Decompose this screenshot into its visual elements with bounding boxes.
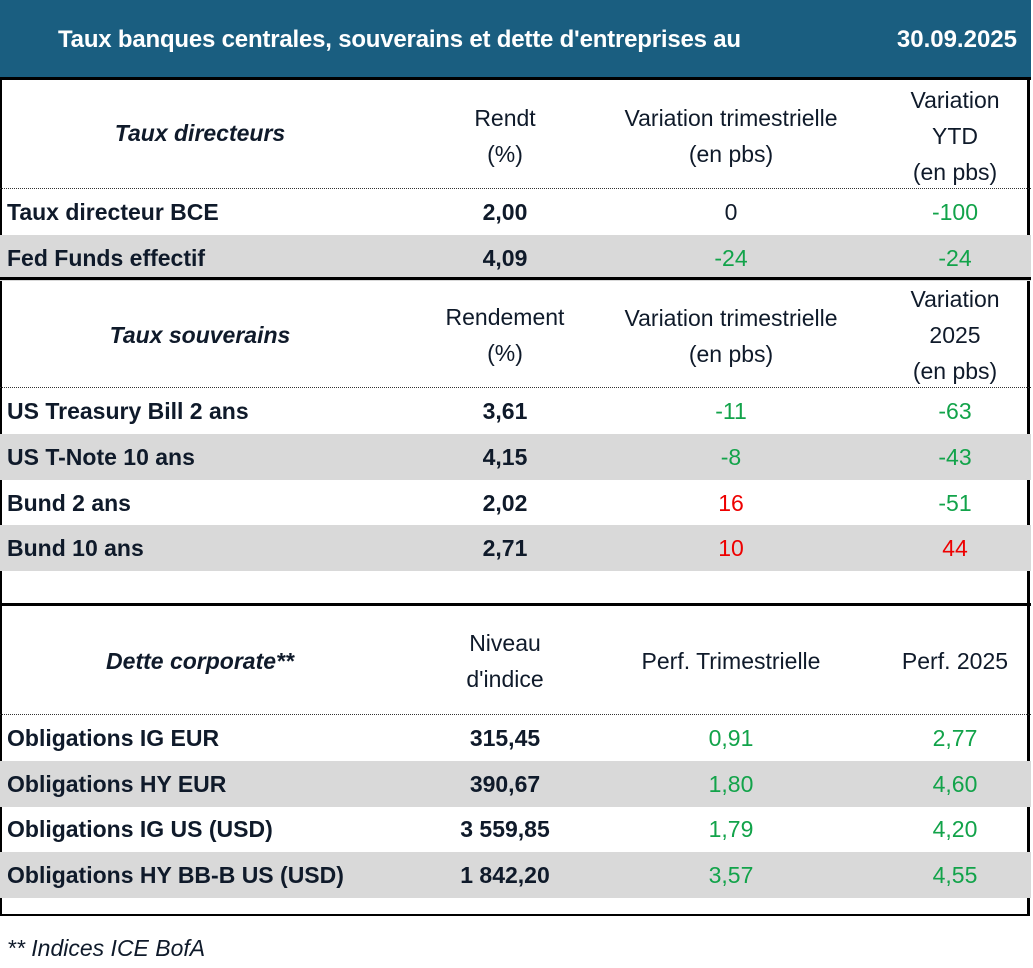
col-yield-header: Rendt (%) bbox=[405, 100, 605, 172]
col-quarterly-header: Variation trimestrielle (en pbs) bbox=[606, 100, 856, 172]
col-header-line: (en pbs) bbox=[912, 159, 998, 185]
row-name: Bund 10 ans bbox=[7, 535, 144, 561]
row-quarterly-change: -11 bbox=[715, 398, 747, 424]
footnote: ** Indices ICE BofA bbox=[7, 935, 206, 961]
col-header-line: Rendt bbox=[474, 105, 536, 131]
section-divider bbox=[0, 603, 1031, 606]
col-header-line: 2025 bbox=[929, 322, 981, 348]
col-header-line: Variation trimestrielle bbox=[624, 105, 838, 131]
row-quarterly-change: 10 bbox=[718, 535, 744, 561]
section-label: Taux souverains bbox=[109, 322, 291, 348]
col-header-line: (en pbs) bbox=[688, 141, 774, 167]
col-header-line: Perf. Trimestrielle bbox=[641, 648, 821, 674]
col-2025-header: Variation 2025 (en pbs) bbox=[880, 281, 1030, 389]
row-name: Taux directeur BCE bbox=[7, 199, 219, 225]
row-value: 390,67 bbox=[469, 771, 541, 797]
table-row: Taux directeur BCE 2,00 0 -100 bbox=[0, 189, 1031, 235]
col-2025-perf-header: Perf. 2025 bbox=[880, 643, 1030, 679]
row-name: Obligations IG US (USD) bbox=[7, 816, 273, 842]
row-quarterly-perf: 0,91 bbox=[708, 725, 754, 751]
row-quarterly-change: -24 bbox=[714, 245, 748, 271]
section-dette-corporate: Dette corporate** Niveau d'indice Perf. … bbox=[0, 606, 1031, 914]
row-name: Obligations IG EUR bbox=[7, 725, 220, 751]
col-header-line: (%) bbox=[487, 340, 523, 366]
table-date: 30.09.2025 bbox=[896, 26, 1017, 53]
row-name: US T-Note 10 ans bbox=[7, 444, 195, 470]
row-value: 4,15 bbox=[482, 444, 528, 470]
title-bar: Taux banques centrales, souverains et de… bbox=[0, 0, 1031, 80]
section-header: Taux directeurs Rendt (%) Variation trim… bbox=[0, 80, 1031, 187]
col-header-line: Variation bbox=[910, 87, 1000, 113]
row-2025-change: -43 bbox=[938, 444, 972, 470]
row-ytd-change: -100 bbox=[931, 199, 979, 225]
section-taux-directeurs: Taux directeurs Rendt (%) Variation trim… bbox=[0, 80, 1031, 281]
col-header-line: Rendement bbox=[445, 304, 565, 330]
col-header-line: YTD bbox=[932, 123, 978, 149]
section-label: Dette corporate** bbox=[106, 648, 294, 674]
row-2025-perf: 4,60 bbox=[932, 771, 978, 797]
section-header: Taux souverains Rendement (%) Variation … bbox=[0, 280, 1031, 386]
section-header: Dette corporate** Niveau d'indice Perf. … bbox=[0, 606, 1031, 714]
row-quarterly-perf: 1,79 bbox=[708, 816, 754, 842]
row-2025-perf: 4,20 bbox=[932, 816, 978, 842]
divider bbox=[0, 387, 1031, 388]
col-header-line: (en pbs) bbox=[688, 341, 774, 367]
table-row: Obligations HY EUR 390,67 1,80 4,60 bbox=[0, 761, 1031, 807]
row-name: US Treasury Bill 2 ans bbox=[7, 398, 249, 424]
col-header-line: Variation bbox=[910, 286, 1000, 312]
col-index-level-header: Niveau d'indice bbox=[405, 625, 605, 697]
col-header-line: (en pbs) bbox=[912, 358, 998, 384]
table-row: US Treasury Bill 2 ans 3,61 -11 -63 bbox=[0, 388, 1031, 434]
row-2025-change: -51 bbox=[938, 490, 972, 516]
row-2025-change: 44 bbox=[942, 535, 968, 561]
col-yield-header: Rendement (%) bbox=[405, 299, 605, 371]
row-name: Obligations HY BB-B US (USD) bbox=[7, 862, 344, 888]
row-value: 2,02 bbox=[482, 490, 528, 516]
row-ytd-change: -24 bbox=[938, 245, 972, 271]
table-row: Obligations IG EUR 315,45 0,91 2,77 bbox=[0, 715, 1031, 761]
col-quarterly-header: Variation trimestrielle (en pbs) bbox=[606, 300, 856, 372]
col-ytd-header: Variation YTD (en pbs) bbox=[880, 82, 1030, 190]
section-divider bbox=[0, 277, 1031, 280]
row-2025-perf: 2,77 bbox=[932, 725, 978, 751]
row-value: 2,71 bbox=[482, 535, 528, 561]
row-value: 2,00 bbox=[482, 199, 528, 225]
table-title: Taux banques centrales, souverains et de… bbox=[58, 26, 741, 53]
row-name: Bund 2 ans bbox=[7, 490, 131, 516]
row-value: 1 842,20 bbox=[460, 862, 550, 888]
table-row: Bund 10 ans 2,71 10 44 bbox=[0, 525, 1031, 571]
divider bbox=[0, 714, 1031, 715]
col-header-line: d'indice bbox=[466, 666, 544, 692]
col-header-line: (%) bbox=[487, 141, 523, 167]
row-quarterly-perf: 1,80 bbox=[708, 771, 754, 797]
row-quarterly-change: 16 bbox=[718, 490, 744, 516]
row-name: Fed Funds effectif bbox=[7, 245, 206, 271]
table-row: Bund 2 ans 2,02 16 -51 bbox=[0, 480, 1031, 526]
table-row: Obligations HY BB-B US (USD) 1 842,20 3,… bbox=[0, 852, 1031, 898]
row-value: 3,61 bbox=[482, 398, 528, 424]
col-header-line: Niveau bbox=[469, 630, 541, 656]
table-row: US T-Note 10 ans 4,15 -8 -43 bbox=[0, 434, 1031, 480]
col-header-line: Perf. 2025 bbox=[901, 648, 1009, 674]
row-2025-change: -63 bbox=[938, 398, 972, 424]
section-label: Taux directeurs bbox=[114, 120, 286, 146]
row-value: 315,45 bbox=[469, 725, 541, 751]
row-quarterly-perf: 3,57 bbox=[708, 862, 754, 888]
row-value: 3 559,85 bbox=[460, 816, 550, 842]
row-quarterly-change: -8 bbox=[720, 444, 742, 470]
row-value: 4,09 bbox=[482, 245, 528, 271]
table-row: Fed Funds effectif 4,09 -24 -24 bbox=[0, 235, 1031, 281]
row-quarterly-change: 0 bbox=[724, 199, 738, 225]
col-quarterly-perf-header: Perf. Trimestrielle bbox=[606, 643, 856, 679]
col-header-line: Variation trimestrielle bbox=[624, 305, 838, 331]
row-name: Obligations HY EUR bbox=[7, 771, 227, 797]
table-row: Obligations IG US (USD) 3 559,85 1,79 4,… bbox=[0, 806, 1031, 852]
row-2025-perf: 4,55 bbox=[932, 862, 978, 888]
section-taux-souverains: Taux souverains Rendement (%) Variation … bbox=[0, 280, 1031, 603]
divider bbox=[0, 188, 1031, 189]
